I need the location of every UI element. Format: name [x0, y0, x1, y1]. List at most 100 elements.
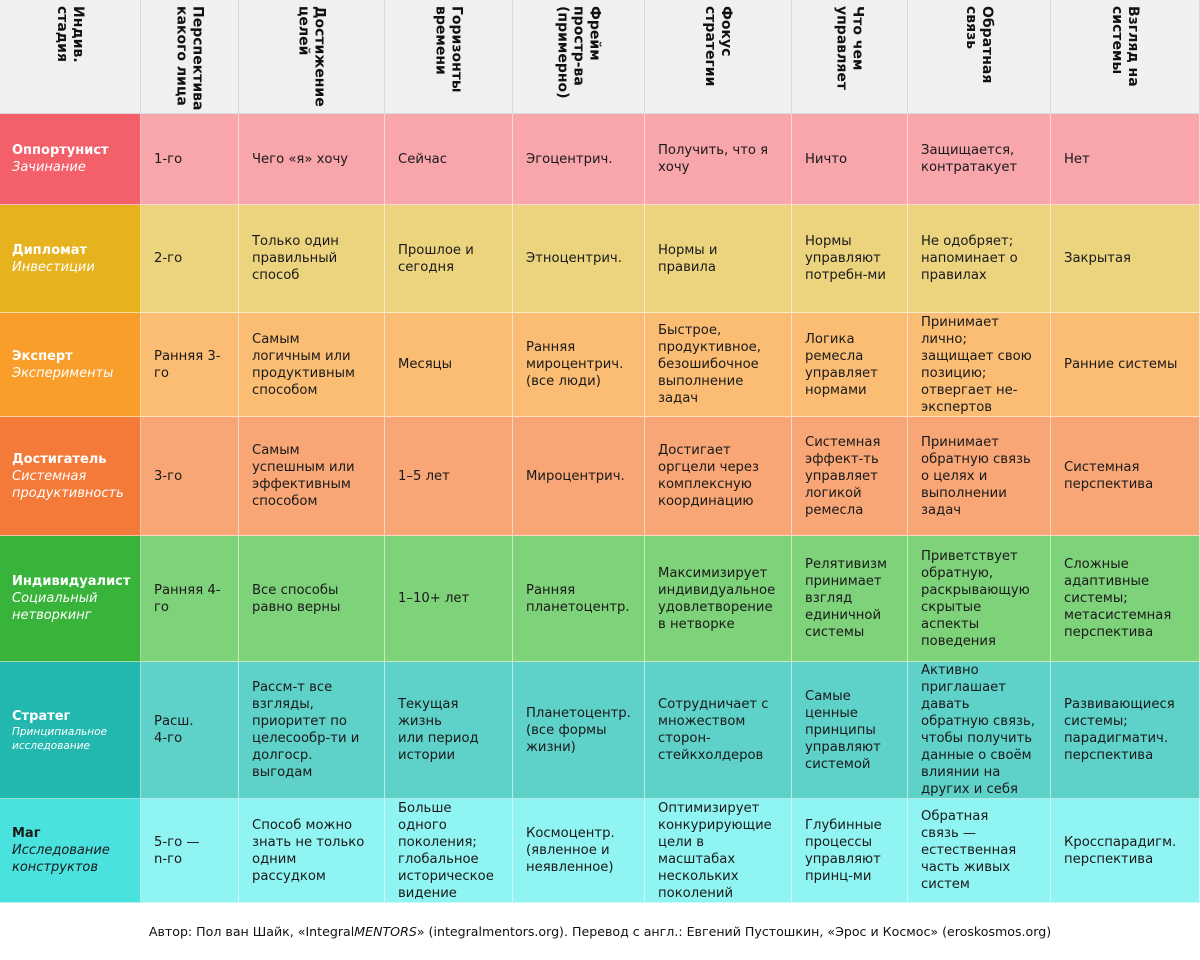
header-label: Фокус стратегии [702, 6, 734, 87]
table-cell: Эгоцентрич. [513, 114, 645, 205]
table-cell: Защищается, контратакует [908, 114, 1051, 205]
header-label: Фрейм простр-ва (примерно) [554, 6, 603, 99]
table-cell: 3-го [141, 417, 239, 536]
table-cell: Сейчас [385, 114, 513, 205]
table-cell: Не одобряет; напоминает о правилах [908, 205, 1051, 313]
stage-cell: Достигатель Системная продуктивность [0, 417, 141, 536]
header-feedback: Обратная связь [908, 0, 1051, 114]
table-cell: Этноцентрич. [513, 205, 645, 313]
table-cell: Приветствует обратную, раскрывающую скры… [908, 536, 1051, 662]
table-cell: Системная перспектива [1051, 417, 1200, 536]
development-stages-table: Индив. стадия Перспектива какого лица До… [0, 0, 1200, 903]
table-cell: Принимает лично; защищает свою позицию; … [908, 313, 1051, 417]
header-label: Индив. стадия [54, 6, 86, 63]
header-goals: Достижение целей [239, 0, 385, 114]
table-cell: Оптимизирует конкурирующие цели в масшта… [645, 799, 792, 903]
table-cell: Сложные адаптивные системы; метасистемна… [1051, 536, 1200, 662]
table-cell: Достигает оргцели через комплексную коор… [645, 417, 792, 536]
table-cell: Расш. 4-го [141, 662, 239, 799]
stage-cell: Оппортунист Зачинание [0, 114, 141, 205]
table-cell: Развивающиеся системы; парадигматич. пер… [1051, 662, 1200, 799]
table-cell: Месяцы [385, 313, 513, 417]
table-cell: 2-го [141, 205, 239, 313]
header-label: Горизонты времени [432, 6, 465, 93]
header-stage: Индив. стадия [0, 0, 141, 114]
table-cell: Только один правильный способ [239, 205, 385, 313]
stage-subtitle: Системная продуктивность [12, 468, 124, 501]
stage-name: Индивидуалист [12, 574, 131, 589]
table-cell: Способ можно знать не только одним рассу… [239, 799, 385, 903]
footer-text-3: » (integralmentors.org). Перевод с англ.… [416, 924, 1052, 939]
stage-subtitle: Исследование конструктов [12, 843, 110, 875]
table-cell: Принимает обратную связь о целях и выпол… [908, 417, 1051, 536]
table-cell: Самым логичным или продуктивным способом [239, 313, 385, 417]
stage-name: Стратег [12, 708, 71, 724]
table-cell: 1-го [141, 114, 239, 205]
table-cell: Нормы и правила [645, 205, 792, 313]
table-cell: Самые ценные принципы управляют системой [792, 662, 908, 799]
stage-subtitle: Инвестиции [12, 259, 95, 275]
table-cell: Чего «я» хочу [239, 114, 385, 205]
footer-text-2: MENTORS [354, 924, 417, 939]
stage-cell: Маг Исследование конструктов [0, 799, 141, 903]
stage-cell: Индивидуалист Социальный нетворкинг [0, 536, 141, 662]
table-cell: Ранняя 4- го [141, 536, 239, 662]
table-cell: Нет [1051, 114, 1200, 205]
footer-credits: Автор: Пол ван Шайк, «Integral MENTORS» (… [0, 903, 1200, 960]
table-cell: Максимизирует индивидуальное удовлетворе… [645, 536, 792, 662]
table-cell: Ранняя мироцентрич. (все люди) [513, 313, 645, 417]
stage-name: Маг [12, 826, 41, 841]
table-cell: Ранняя 3- го [141, 313, 239, 417]
header-space-frame: Фрейм простр-ва (примерно) [513, 0, 645, 114]
stage-name: Эксперт [12, 348, 73, 364]
table-cell: Системная эффект-ть управляет логикой ре… [792, 417, 908, 536]
table-cell: Нормы управляют потребн-ми [792, 205, 908, 313]
table-cell: Рассм-т все взгляды, приоритет по целесо… [239, 662, 385, 799]
header-label: Что чем управляет [833, 6, 866, 90]
stage-name: Дипломат [12, 242, 88, 258]
stage-name: Оппортунист [12, 143, 109, 158]
table-cell: Планетоцентр. (все формы жизни) [513, 662, 645, 799]
table-cell: Прошлое и сегодня [385, 205, 513, 313]
table-cell: Мироцентрич. [513, 417, 645, 536]
stage-subtitle: Эксперименты [12, 365, 114, 381]
table-cell: Кросспарадигм. перспектива [1051, 799, 1200, 903]
stage-cell: Стратег Принципиальное исследование [0, 662, 141, 799]
table-cell: 5-го — n-го [141, 799, 239, 903]
table-cell: Активно приглашает давать обратную связь… [908, 662, 1051, 799]
table-cell: Текущая жизнь или период истории [385, 662, 513, 799]
stage-subtitle: Зачинание [12, 160, 86, 175]
table-cell: Больше одного поколения; глобальное исто… [385, 799, 513, 903]
table-cell: Глубинные процессы управляют принц-ми [792, 799, 908, 903]
footer-text-1: Автор: Пол ван Шайк, «Integral [148, 924, 355, 939]
table-cell: Сотрудничает с множеством сторон- стейкх… [645, 662, 792, 799]
stage-subtitle: Принципиальное исследование [12, 725, 107, 752]
stage-name: Достигатель [12, 451, 107, 467]
header-time-horizons: Горизонты времени [385, 0, 513, 114]
stage-cell: Эксперт Эксперименты [0, 313, 141, 417]
header-perspective: Перспектива какого лица [141, 0, 239, 114]
table-cell: Все способы равно верны [239, 536, 385, 662]
table-cell: Ранняя планетоцентр. [513, 536, 645, 662]
header-label: Перспектива какого лица [173, 6, 206, 111]
header-strategy-focus: Фокус стратегии [645, 0, 792, 114]
table-cell: Космоцентр. (явленное и неявленное) [513, 799, 645, 903]
table-cell: Ранние системы [1051, 313, 1200, 417]
header-what-governs: Что чем управляет [792, 0, 908, 114]
header-label: Достижение целей [295, 6, 328, 107]
table-cell: Быстрое, продуктивное, безошибочное выпо… [645, 313, 792, 417]
table-cell: Релятивизм принимает взгляд единичной си… [792, 536, 908, 662]
stage-cell: Дипломат Инвестиции [0, 205, 141, 313]
header-label: Обратная связь [963, 6, 995, 84]
stage-subtitle: Социальный нетворкинг [12, 591, 98, 623]
table-cell: Ничто [792, 114, 908, 205]
table-cell: Получить, что я хочу [645, 114, 792, 205]
table-cell: Обратная связь — естественная часть живы… [908, 799, 1051, 903]
header-label: Взгляд на системы [1109, 6, 1141, 87]
table-cell: 1–5 лет [385, 417, 513, 536]
header-systems-view: Взгляд на системы [1051, 0, 1200, 114]
table-cell: 1–10+ лет [385, 536, 513, 662]
table-cell: Самым успешным или эффективным способом [239, 417, 385, 536]
table-cell: Закрытая [1051, 205, 1200, 313]
table-cell: Логика ремесла управляет нормами [792, 313, 908, 417]
